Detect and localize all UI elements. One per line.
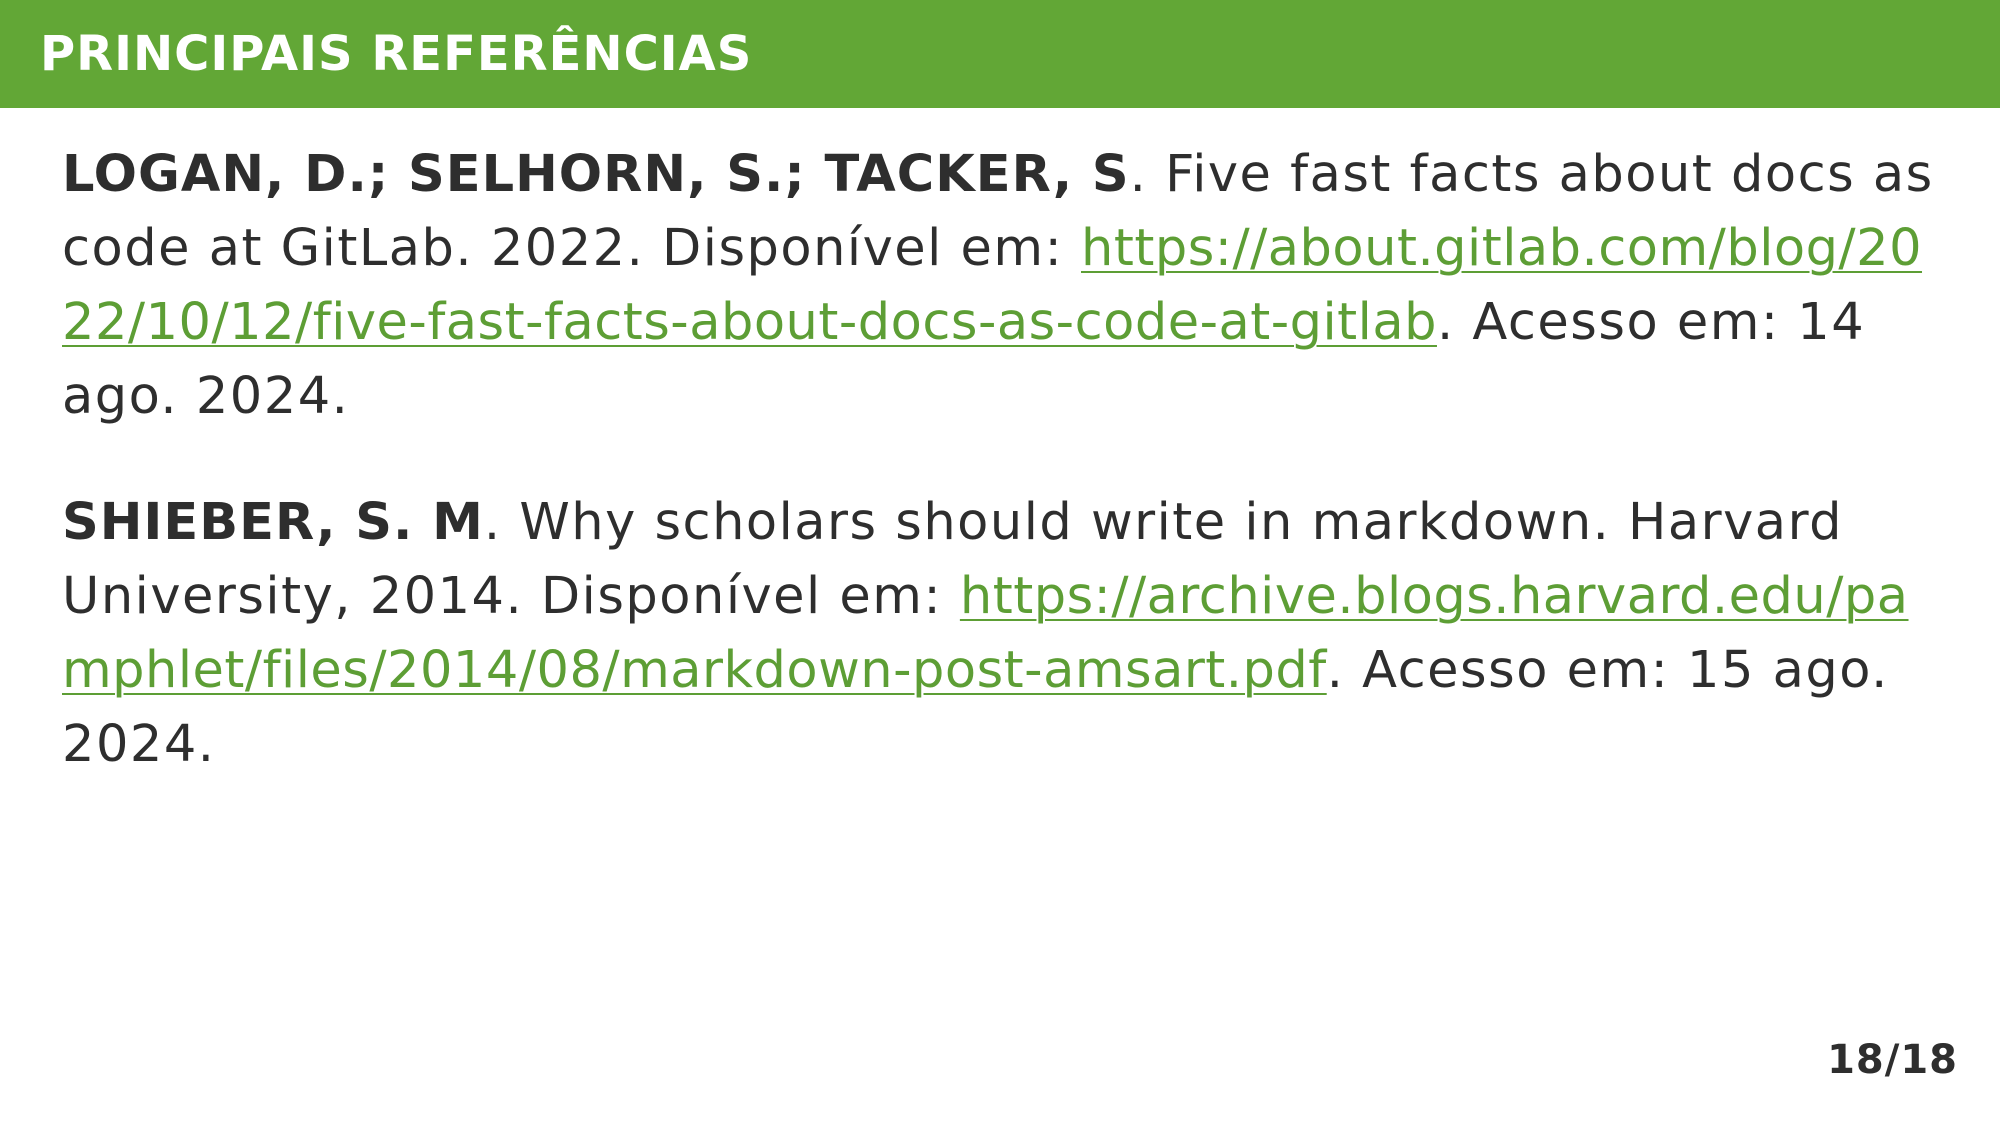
references-list: LOGAN, D.; SELHORN, S.; TACKER, S. Five … [62,138,1942,834]
reference-access: . Acesso em: 14 ago. 2024. [62,293,1866,426]
reference-text: . Five fast facts about docs as code at … [62,145,1934,278]
reference-authors: SHIEBER, S. M [62,493,484,552]
reference-item-2: SHIEBER, S. M. Why scholars should write… [62,486,1942,782]
reference-text: . Why scholars should write in markdown.… [62,493,1844,626]
header-bar: PRINCIPAIS REFERÊNCIAS [0,0,2000,108]
reference-access: . Acesso em: 15 ago. 2024. [62,641,1889,774]
page-title: PRINCIPAIS REFERÊNCIAS [40,26,753,82]
reference-link-2[interactable]: https://archive.blogs.harvard.edu/pamphl… [62,567,1909,700]
reference-item-1: LOGAN, D.; SELHORN, S.; TACKER, S. Five … [62,138,1942,434]
reference-link-1[interactable]: https://about.gitlab.com/blog/2022/10/12… [62,219,1923,352]
reference-authors: LOGAN, D.; SELHORN, S.; TACKER, S [62,145,1130,204]
page-number: 18/18 [1827,1037,1958,1083]
